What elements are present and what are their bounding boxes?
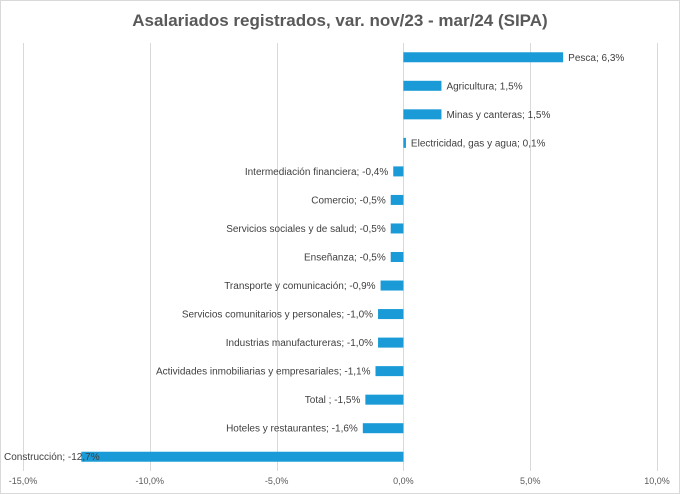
data-label: Servicios sociales y de salud; -0,5% [226, 224, 386, 235]
x-tick-label: -10,0% [136, 476, 165, 486]
data-label: Agricultura; 1,5% [446, 81, 522, 92]
chart-title: Asalariados registrados, var. nov/23 - m… [132, 11, 547, 30]
bar [403, 80, 442, 91]
bars [81, 52, 564, 462]
x-axis-ticks: -15,0% -10,0% -5,0% 0,0% 5,0% 10,0% [9, 476, 670, 486]
x-tick-label: -5,0% [265, 476, 289, 486]
bar [81, 451, 404, 462]
data-label: Minas y canteras; 1,5% [446, 110, 550, 121]
bar [378, 337, 404, 348]
bar [378, 309, 404, 320]
bar [390, 252, 404, 262]
data-label: Enseñanza; -0,5% [304, 253, 386, 264]
x-tick-label: 0,0% [393, 476, 414, 486]
bar [390, 223, 404, 234]
data-label: Comercio; -0,5% [311, 195, 386, 206]
x-tick-label: -15,0% [9, 476, 38, 486]
data-label: Actividades inmobiliarias y empresariale… [156, 367, 371, 378]
data-label: Intermediación financiera; -0,4% [245, 167, 389, 178]
data-label: Total ; -1,5% [305, 395, 361, 406]
data-label: Industrias manufactureras; -1,0% [226, 338, 373, 349]
bar [403, 52, 564, 63]
bar [365, 394, 404, 405]
x-tick-label: 5,0% [520, 476, 541, 486]
data-label: Construcción; -12,7% [4, 452, 100, 463]
data-label: Transporte y comunicación; -0,9% [224, 281, 375, 292]
bar [403, 137, 406, 148]
bar [403, 109, 442, 120]
bar [362, 423, 404, 434]
data-label: Servicios comunitarios y personales; -1,… [182, 310, 373, 321]
data-label: Electricidad, gas y agua; 0,1% [411, 138, 546, 149]
x-tick-label: 10,0% [644, 476, 670, 486]
bar [375, 366, 404, 377]
bar [380, 280, 404, 291]
data-labels: Pesca; 6,3% Agricultura; 1,5% Minas y cant… [4, 53, 624, 463]
bar [393, 166, 404, 177]
data-label: Hoteles y restaurantes; -1,6% [226, 424, 358, 435]
bar [390, 194, 404, 205]
data-label: Pesca; 6,3% [568, 53, 624, 64]
